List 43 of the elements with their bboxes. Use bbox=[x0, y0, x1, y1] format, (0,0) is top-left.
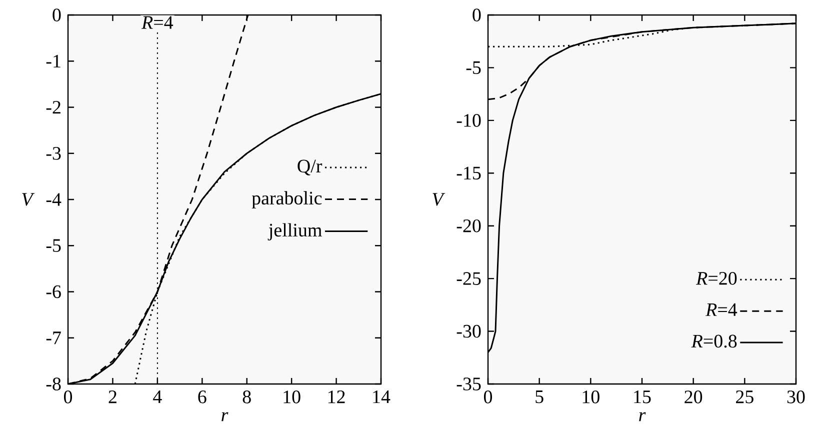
x-tick-label: 0 bbox=[64, 390, 72, 404]
y-tick-label: -4 bbox=[46, 193, 62, 206]
legend-label: jellium bbox=[268, 223, 322, 240]
y-tick-label: -2 bbox=[46, 100, 60, 114]
y-tick-label: 0 bbox=[52, 8, 61, 22]
x-axis-title: r bbox=[222, 412, 228, 422]
x-tick-label: 4 bbox=[153, 390, 162, 404]
x-tick-label: 30 bbox=[787, 390, 805, 404]
x-tick-label: 15 bbox=[634, 390, 651, 404]
y-tick-label: -30 bbox=[456, 324, 481, 338]
x-tick-label: 10 bbox=[284, 390, 300, 404]
legend-label: R=0.8 bbox=[691, 334, 737, 348]
legend-label: Q/r bbox=[298, 160, 322, 176]
x-tick-label: 8 bbox=[242, 390, 251, 404]
x-tick-label: 0 bbox=[484, 390, 492, 404]
y-tick-label: -25 bbox=[456, 272, 481, 285]
ref-line-label: R=4 bbox=[141, 16, 174, 29]
y-axis-title: V bbox=[22, 193, 35, 206]
legend-label: R=20 bbox=[696, 272, 737, 285]
y-tick-label: -5 bbox=[466, 61, 481, 74]
legend-label: parabolic bbox=[252, 191, 322, 208]
x-tick-label: 5 bbox=[536, 390, 544, 404]
y-tick-label: -35 bbox=[456, 378, 481, 390]
x-tick-label: 20 bbox=[684, 390, 702, 404]
x-tick-label: 10 bbox=[582, 390, 600, 404]
x-tick-label: 25 bbox=[736, 390, 754, 404]
x-tick-label: 2 bbox=[108, 390, 116, 404]
y-tick-label: -20 bbox=[456, 219, 481, 232]
y-tick-label: -8 bbox=[46, 378, 61, 390]
y-tick-label: -5 bbox=[46, 239, 61, 252]
x-tick-label: 14 bbox=[373, 390, 390, 404]
y-tick-label: -1 bbox=[46, 54, 60, 68]
legend-label: R=4 bbox=[705, 303, 738, 316]
y-tick-label: 0 bbox=[472, 8, 481, 22]
y-tick-label: -10 bbox=[456, 114, 481, 127]
y-tick-label: -7 bbox=[46, 332, 61, 344]
x-tick-label: 6 bbox=[198, 390, 206, 404]
y-tick-label: -15 bbox=[456, 166, 481, 180]
y-axis-title: V bbox=[432, 193, 446, 206]
y-tick-label: -3 bbox=[46, 146, 61, 160]
y-tick-label: -6 bbox=[46, 285, 61, 298]
x-axis-title: r bbox=[639, 412, 646, 422]
x-tick-label: 12 bbox=[328, 390, 345, 404]
